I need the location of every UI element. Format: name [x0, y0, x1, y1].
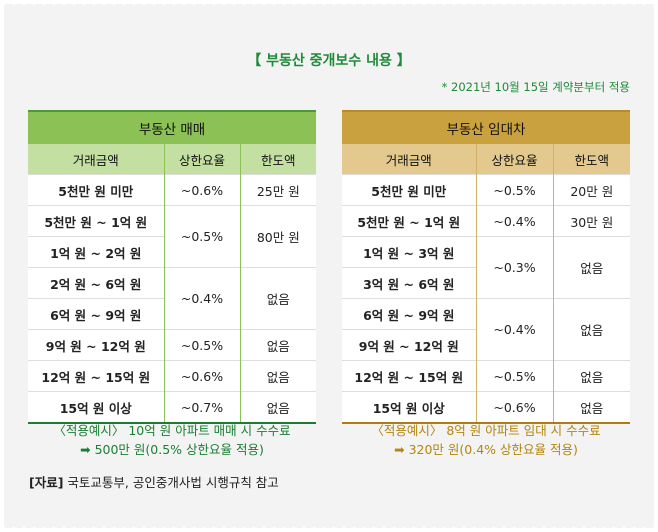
- column-header-limit: 한도액: [239, 144, 317, 175]
- cell-rate: ~0.5%: [163, 205, 240, 268]
- table-row: 5천만 원 ~ 1억 원 ~0.5% 80만 원: [28, 205, 317, 268]
- table-row: 5천만 원 ~ 1억 원 ~0.4% 30만 원: [342, 205, 631, 237]
- cell-rate: ~0.5%: [163, 329, 240, 361]
- cell-rate: ~0.5%: [475, 174, 553, 206]
- cell-rate: ~0.3%: [475, 236, 553, 299]
- table-row: 9억 원 ~ 12억 원 ~0.5% 없음: [28, 329, 317, 361]
- cell-limit: 없음: [552, 360, 631, 392]
- table-heading: 부동산 임대차: [342, 110, 631, 144]
- cell-rate: ~0.6%: [163, 360, 240, 392]
- column-header-rate: 상한요율: [163, 144, 240, 175]
- cell-limit: 20만 원: [552, 174, 631, 206]
- table-row: 9억 원 ~ 12억 원: [342, 329, 630, 361]
- column-header-rate: 상한요율: [475, 144, 553, 175]
- table-row: 15억 원 이상 ~0.7% 없음: [28, 391, 317, 424]
- cell-amount: 12억 원 ~ 15억 원: [28, 360, 164, 392]
- table-row: 6억 원 ~ 9억 원 ~0.4% 없음: [342, 298, 631, 361]
- source-note: [자료] 국토교통부, 공인중개사법 시행규칙 참고: [29, 472, 279, 491]
- cell-limit: 80만 원: [239, 205, 317, 268]
- cell-amount: 5천만 원 미만: [342, 174, 476, 206]
- table-row: 15억 원 이상 ~0.6% 없음: [342, 391, 631, 424]
- table-row: 5천만 원 미만 ~0.6% 25만 원: [28, 174, 317, 206]
- cell-rate: ~0.5%: [475, 360, 553, 392]
- column-header-amount: 거래금액: [342, 144, 476, 175]
- cell-limit: 없음: [239, 391, 317, 424]
- table-row: 6억 원 ~ 9억 원: [28, 298, 316, 330]
- table-heading: 부동산 매매: [28, 110, 317, 144]
- cell-limit: 없음: [239, 267, 317, 330]
- sale-example-line1: 〈적용예시〉 10억 원 아파트 매매 시 수수료: [53, 423, 291, 438]
- cell-amount: 6억 원 ~ 9억 원: [28, 298, 164, 330]
- cell-limit: 30만 원: [552, 205, 631, 237]
- cell-amount: 9억 원 ~ 12억 원: [342, 329, 476, 361]
- sale-example: 〈적용예시〉 10억 원 아파트 매매 시 수수료 ➡ 500만 원(0.5% …: [28, 421, 316, 459]
- lease-example: 〈적용예시〉 8억 원 아파트 임대 시 수수료 ➡ 320만 원(0.4% 상…: [342, 421, 630, 459]
- cell-amount: 9억 원 ~ 12억 원: [28, 329, 164, 361]
- source-label: [자료]: [29, 475, 64, 490]
- source-text: 국토교통부, 공인중개사법 시행규칙 참고: [63, 475, 279, 490]
- table-row: 3억 원 ~ 6억 원: [342, 267, 630, 299]
- cell-limit: 없음: [552, 298, 631, 361]
- cell-amount: 1억 원 ~ 2억 원: [28, 236, 164, 268]
- cell-amount: 3억 원 ~ 6억 원: [342, 267, 476, 299]
- cell-rate: ~0.6%: [163, 174, 240, 206]
- page-title: 【 부동산 중개보수 내용 】: [247, 53, 411, 69]
- cell-rate: ~0.6%: [475, 391, 553, 424]
- table-row: 2억 원 ~ 6억 원 ~0.4% 없음: [28, 267, 317, 330]
- lease-example-line1: 〈적용예시〉 8억 원 아파트 임대 시 수수료: [371, 423, 601, 438]
- column-header-amount: 거래금액: [28, 144, 164, 175]
- cell-limit: 25만 원: [239, 174, 317, 206]
- cell-rate: ~0.4%: [475, 205, 553, 237]
- cell-amount: 15억 원 이상: [28, 391, 164, 424]
- cell-amount: 12억 원 ~ 15억 원: [342, 360, 476, 392]
- cell-amount: 2억 원 ~ 6억 원: [28, 267, 164, 299]
- zigzag-edge-bottom: [4, 524, 654, 532]
- cell-limit: 없음: [552, 391, 631, 424]
- cell-limit: 없음: [239, 329, 317, 361]
- cell-amount: 6억 원 ~ 9억 원: [342, 298, 476, 330]
- cell-amount: 1억 원 ~ 3억 원: [342, 236, 476, 268]
- column-header-limit: 한도액: [552, 144, 631, 175]
- lease-example-line2: ➡ 320만 원(0.4% 상한요율 적용): [394, 442, 578, 457]
- cell-amount: 15억 원 이상: [342, 391, 476, 424]
- cell-rate: ~0.4%: [163, 267, 240, 330]
- effective-date-note: * 2021년 10월 15일 계약분부터 적용: [441, 80, 630, 94]
- lease-fee-table: 부동산 임대차 거래금액 상한요율 한도액 5천만 원 미만 ~0.5% 20만 원…: [342, 110, 631, 424]
- cell-amount: 5천만 원 ~ 1억 원: [28, 205, 164, 237]
- cell-limit: 없음: [552, 236, 631, 299]
- cell-limit: 없음: [239, 360, 317, 392]
- sale-example-line2: ➡ 500만 원(0.5% 상한요율 적용): [80, 442, 264, 457]
- cell-rate: ~0.4%: [475, 298, 553, 361]
- table-row: 12억 원 ~ 15억 원 ~0.6% 없음: [28, 360, 317, 392]
- zigzag-edge-top: [4, 0, 654, 8]
- table-row: 1억 원 ~ 3억 원 ~0.3% 없음: [342, 236, 631, 299]
- cell-amount: 5천만 원 ~ 1억 원: [342, 205, 476, 237]
- cell-rate: ~0.7%: [163, 391, 240, 424]
- table-row: 5천만 원 미만 ~0.5% 20만 원: [342, 174, 631, 206]
- table-row: 12억 원 ~ 15억 원 ~0.5% 없음: [342, 360, 631, 392]
- table-row: 1억 원 ~ 2억 원: [28, 236, 316, 268]
- cell-amount: 5천만 원 미만: [28, 174, 164, 206]
